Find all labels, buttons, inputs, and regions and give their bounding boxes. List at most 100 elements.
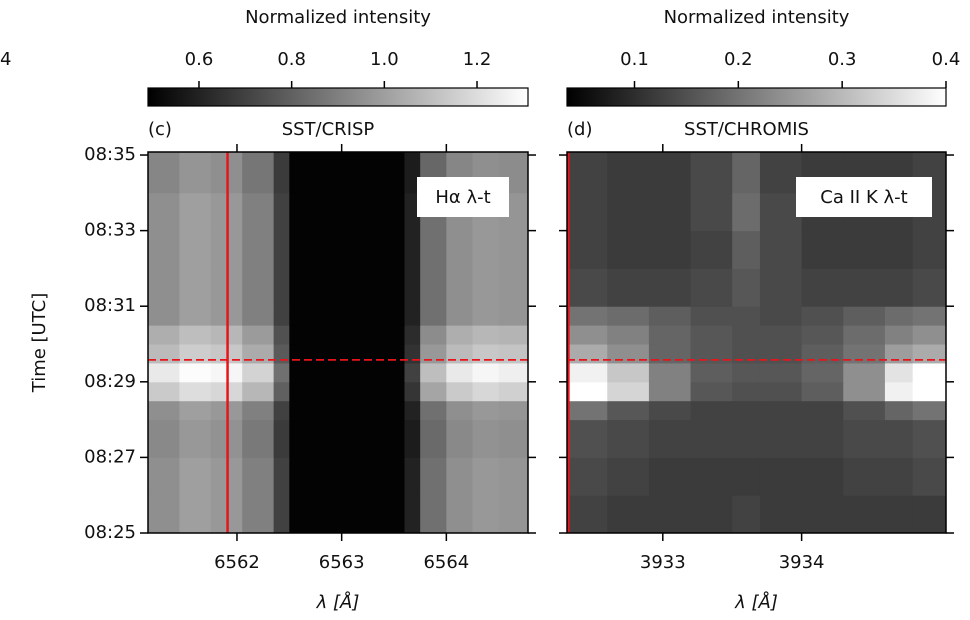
heatmap-cell xyxy=(801,495,844,534)
axes-frame xyxy=(566,151,947,534)
heatmap-cell xyxy=(420,362,447,383)
heatmap-cell xyxy=(273,192,290,232)
heatmap-cell xyxy=(759,268,803,307)
heatmap-cell xyxy=(648,268,692,307)
heatmap-cell xyxy=(148,400,180,421)
heatmap-cell xyxy=(801,344,844,364)
heatmap-cell xyxy=(242,325,275,345)
heatmap-cell xyxy=(420,230,447,269)
heatmap-cell xyxy=(732,306,761,326)
heatmap-cell xyxy=(648,344,692,364)
heatmap-cell xyxy=(801,400,844,421)
heatmap-cell xyxy=(179,152,212,194)
heatmap-cell xyxy=(179,400,212,421)
heatmap-cell xyxy=(648,192,692,232)
heatmap-cell xyxy=(732,419,761,458)
heatmap-cell xyxy=(420,268,447,307)
heatmap-cell xyxy=(912,325,947,345)
heatmap-cell xyxy=(148,457,180,496)
heatmap-cell xyxy=(759,381,803,402)
heatmap-cell xyxy=(498,325,529,345)
heatmap-cell xyxy=(273,400,290,421)
heatmap-cell xyxy=(884,381,914,402)
heatmap-cell xyxy=(648,306,692,326)
heatmap-cell xyxy=(607,419,650,458)
heatmap-cell xyxy=(498,400,529,421)
heatmap-cell xyxy=(607,192,650,232)
colorbar-tick-label: 1.0 xyxy=(370,49,399,70)
heatmap-cell xyxy=(690,230,733,269)
heatmap-cell xyxy=(648,152,692,194)
heatmap-cell xyxy=(690,362,733,383)
heatmap-cell xyxy=(759,325,803,345)
heatmap-cell xyxy=(759,495,803,534)
heatmap-cell xyxy=(242,152,275,194)
heatmap-cell xyxy=(567,381,608,402)
heatmap-cell xyxy=(912,381,947,402)
heatmap-cell xyxy=(567,325,608,345)
heatmap-cell xyxy=(273,495,290,534)
heatmap-cell xyxy=(843,344,886,364)
heatmap-cell xyxy=(648,362,692,383)
heatmap-cell xyxy=(884,362,914,383)
heatmap-cell xyxy=(498,230,529,269)
heatmap-cell xyxy=(404,230,421,269)
heatmap-cell xyxy=(690,344,733,364)
annotation: Hα λ-t xyxy=(435,187,490,208)
heatmap-cell xyxy=(472,495,500,534)
heatmap-cell xyxy=(912,362,947,383)
panel-label: (c) xyxy=(148,119,172,140)
heatmap-cell xyxy=(498,268,529,307)
heatmap-cell xyxy=(607,362,650,383)
heatmap-cell xyxy=(648,419,692,458)
heatmap-cell xyxy=(404,325,421,345)
heatmap-cell xyxy=(289,268,405,307)
panel-title: SST/CRISP xyxy=(282,119,375,140)
heatmap-cell xyxy=(732,495,761,534)
heatmap-cell xyxy=(498,362,529,383)
panel-label: (d) xyxy=(567,119,592,140)
heatmap-cell xyxy=(289,230,405,269)
heatmap-cell xyxy=(289,495,405,534)
heatmap-cell xyxy=(472,362,500,383)
heatmap-cell xyxy=(498,495,529,534)
heatmap-cell xyxy=(690,268,733,307)
heatmap-cell xyxy=(690,306,733,326)
heatmap-cell xyxy=(420,325,447,345)
heatmap-cell xyxy=(420,419,447,458)
colorbar-tick-label: 0.2 xyxy=(724,49,753,70)
heatmap-cell xyxy=(446,362,474,383)
heatmap-cell xyxy=(801,457,844,496)
heatmap-cell xyxy=(242,192,275,232)
heatmap-cell xyxy=(273,230,290,269)
heatmap-cell xyxy=(404,362,421,383)
heatmap-cell xyxy=(273,457,290,496)
heatmap-cell xyxy=(404,381,421,402)
heatmap-cell xyxy=(420,381,447,402)
heatmap-cell xyxy=(472,400,500,421)
heatmap-cell xyxy=(759,344,803,364)
heatmap-cell xyxy=(273,306,290,326)
annotation-box xyxy=(417,177,509,217)
heatmap-cell xyxy=(404,400,421,421)
heatmap-cell xyxy=(759,400,803,421)
heatmap-cell xyxy=(732,344,761,364)
heatmap-cell xyxy=(801,230,844,269)
heatmap-cell xyxy=(732,457,761,496)
heatmap-cell xyxy=(607,381,650,402)
heatmap-cell xyxy=(801,325,844,345)
heatmap-cell xyxy=(732,362,761,383)
heatmap-cell xyxy=(912,268,947,307)
colorbar-tick-label: 0.4 xyxy=(932,49,961,70)
heatmap-cell xyxy=(759,230,803,269)
heatmap-cell xyxy=(446,495,474,534)
colorbar xyxy=(147,87,529,107)
heatmap-cell xyxy=(884,230,914,269)
heatmap-cell xyxy=(912,495,947,534)
heatmap-cell xyxy=(759,192,803,232)
heatmap-cell xyxy=(242,268,275,307)
heatmap-cell xyxy=(567,192,608,232)
heatmap-cell xyxy=(843,306,886,326)
heatmap-cell xyxy=(912,457,947,496)
